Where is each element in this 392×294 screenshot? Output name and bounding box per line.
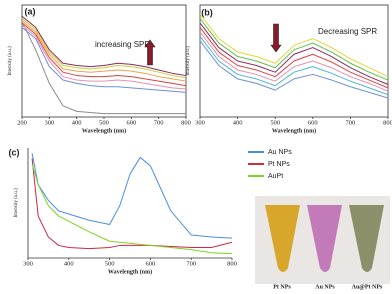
legend-label: Pt NPs — [268, 161, 290, 168]
tube-pt — [265, 205, 300, 272]
x-tick-label: 400 — [72, 119, 82, 126]
x-axis-label: Wavelength (nm) — [272, 127, 316, 134]
x-axis-label: Wavelength (nm) — [82, 127, 126, 134]
y-axis-label: Intensity (a.u.) — [8, 46, 13, 76]
panel-label: (b) — [201, 7, 213, 17]
x-tick-label: 700 — [186, 260, 196, 267]
x-tick-label: 300 — [195, 119, 205, 126]
series-line — [199, 22, 389, 85]
x-tick-label: 300 — [44, 119, 54, 126]
panel-label: (c) — [9, 147, 20, 157]
annotation-arrow — [270, 23, 282, 53]
panel-label: (a) — [25, 6, 36, 16]
series-line — [31, 158, 233, 250]
x-tick-label: 300 — [23, 260, 33, 267]
annotation: increasing SPR — [95, 40, 150, 49]
annotation: Decreasing SPR — [318, 27, 377, 36]
x-tick-label: 700 — [346, 119, 356, 126]
y-axis-label: Intensity (a.u.) — [14, 188, 19, 218]
series-line — [21, 22, 187, 87]
x-axis-label: Wavelength (nm) — [108, 268, 152, 275]
series-line — [199, 40, 389, 99]
y-axis-label: Intensity (a.u.) — [186, 46, 191, 76]
x-tick-label: 500 — [105, 260, 115, 267]
series-line — [31, 153, 233, 239]
series-line — [21, 27, 187, 93]
x-tick-label: 600 — [146, 260, 156, 267]
photo: Pt NPs Au NPs Au@Pt NPs — [255, 196, 390, 290]
series-line — [21, 18, 187, 79]
x-tick-label: 800 — [181, 119, 191, 126]
series-line — [21, 24, 187, 90]
x-tick-label: 700 — [154, 119, 164, 126]
legend-label: Au NPs — [268, 149, 292, 156]
series-line — [31, 163, 233, 255]
annotation-arrow — [144, 39, 156, 66]
series-line — [199, 18, 389, 81]
legend-label: AuPt — [268, 173, 283, 180]
plot-frame — [199, 4, 389, 118]
photo-label: Au@Pt NPs — [352, 284, 383, 290]
x-tick-label: 500 — [99, 119, 109, 126]
photo-label: Au NPs — [315, 284, 335, 290]
x-tick-label: 800 — [227, 260, 237, 267]
tube-au — [307, 205, 342, 272]
x-tick-label: 600 — [308, 119, 318, 126]
x-tick-label: 800 — [383, 119, 392, 126]
series-line — [199, 31, 389, 92]
series-line — [199, 27, 389, 89]
series-line — [199, 13, 389, 78]
photo-label: Pt NPs — [273, 284, 291, 290]
x-tick-label: 400 — [233, 119, 243, 126]
x-tick-label: 200 — [17, 119, 27, 126]
x-tick-label: 500 — [270, 119, 280, 126]
tube-aupt — [349, 205, 384, 272]
series-line — [21, 21, 186, 115]
x-tick-label: 600 — [126, 119, 136, 126]
x-tick-label: 400 — [64, 260, 74, 267]
series-line — [199, 36, 389, 96]
series-line — [21, 15, 187, 77]
series-line — [21, 20, 187, 82]
